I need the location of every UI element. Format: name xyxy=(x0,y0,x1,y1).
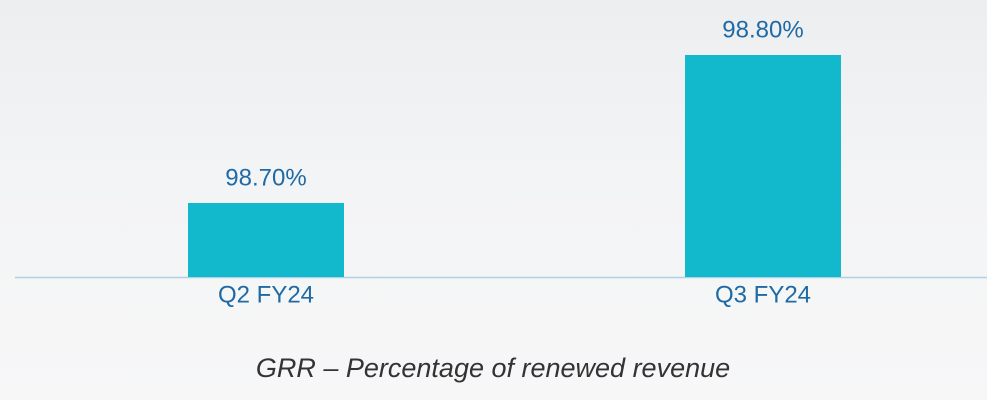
bar xyxy=(685,55,841,277)
value-label: 98.80% xyxy=(722,16,803,43)
x-tick-label: Q2 FY24 xyxy=(218,281,314,308)
bar xyxy=(188,203,344,277)
caption: GRR – Percentage of renewed revenue xyxy=(256,353,730,383)
value-label: 98.70% xyxy=(225,164,306,191)
x-tick-label: Q3 FY24 xyxy=(715,281,811,308)
